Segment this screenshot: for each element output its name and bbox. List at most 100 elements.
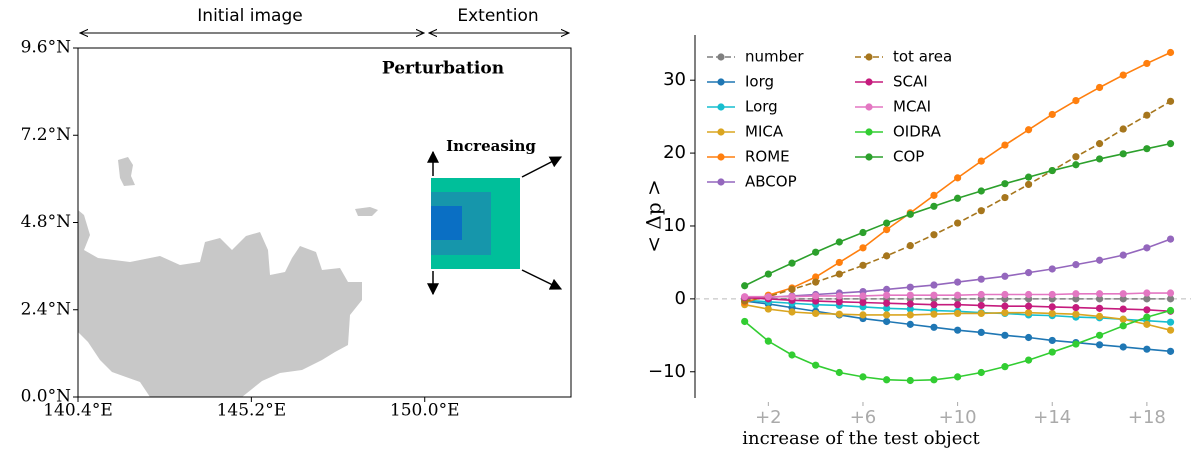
data-point [1001,332,1008,339]
data-point [859,262,866,269]
data-point [954,195,961,202]
data-point [812,249,819,256]
data-point [1143,60,1150,67]
y-tick-label: 0 [675,288,686,309]
data-point [978,187,985,194]
data-point [1072,304,1079,311]
data-point [1096,140,1103,147]
data-point [1001,194,1008,201]
data-point [1001,303,1008,310]
data-point [930,311,937,318]
data-point [1025,334,1032,341]
data-point [1096,341,1103,348]
data-point [954,301,961,308]
data-point [930,324,937,331]
legend-label: COP [893,148,924,166]
data-point [978,207,985,214]
data-point [812,292,819,299]
data-point [907,377,914,384]
data-point [1120,290,1127,297]
data-point [954,310,961,317]
data-point [859,292,866,299]
data-point [883,219,890,226]
data-point [765,338,772,345]
data-point [978,310,985,317]
data-point [1120,71,1127,78]
data-point [1049,310,1056,317]
y-tick-label: 4.8°N [21,212,72,232]
chart-title: Perturbation [382,59,504,79]
data-point [741,318,748,325]
data-point [1096,290,1103,297]
legend-label: OIDRA [893,123,942,141]
data-point [859,229,866,236]
y-tick-label: 20 [663,142,686,163]
data-point [978,302,985,309]
data-point [1049,303,1056,310]
data-point [1143,306,1150,313]
x-tick-label: +14 [1033,407,1071,428]
data-point [930,376,937,383]
x-tick-label: 150.0°E [390,401,460,421]
data-point [1167,307,1174,314]
data-point [883,292,890,299]
data-point [883,318,890,325]
perturbation-inner [431,206,462,240]
data-point [1143,321,1150,328]
data-point [1096,313,1103,320]
data-point [1096,332,1103,339]
data-point [836,292,843,299]
legend-label: MCAI [893,98,931,116]
y-tick-label: 10 [663,215,686,236]
data-point [1001,273,1008,280]
data-point [836,369,843,376]
legend-marker [865,128,872,135]
data-point [1072,290,1079,297]
legend-marker [717,53,724,60]
data-point [907,211,914,218]
legend-label: ABCOP [745,173,797,191]
data-point [1167,289,1174,296]
x-tick-label: +10 [939,407,977,428]
data-point [1167,319,1174,326]
data-point [907,311,914,318]
data-point [1001,363,1008,370]
data-point [1001,309,1008,316]
legend-marker [717,178,724,185]
data-point [1143,346,1150,353]
data-point [883,252,890,259]
data-point [978,158,985,165]
figure: Initial image Extention Perturbation Inc… [0,0,1191,450]
x-tick-label: +2 [755,407,782,428]
data-point [859,373,866,380]
data-point [1025,309,1032,316]
data-point [1025,291,1032,298]
legend-marker [865,153,872,160]
data-point [812,279,819,286]
data-point [978,369,985,376]
data-point [788,293,795,300]
data-point [1001,180,1008,187]
data-point [954,174,961,181]
legend-marker [717,103,724,110]
data-point [1120,252,1127,259]
data-point [1167,98,1174,105]
data-point [1096,305,1103,312]
data-point [1025,181,1032,188]
legend-marker [865,53,872,60]
data-point [1025,303,1032,310]
data-point [1143,244,1150,251]
annotation: Initial image [197,6,302,26]
data-point [954,219,961,226]
data-point [788,260,795,267]
data-point [1143,112,1150,119]
data-point [1096,155,1103,162]
legend-marker [717,128,724,135]
data-point [1120,150,1127,157]
data-point [954,279,961,286]
y-tick-label: 0.0°N [21,387,72,407]
data-point [1025,269,1032,276]
data-point [1072,97,1079,104]
series-line [745,144,1171,286]
data-point [1120,125,1127,132]
